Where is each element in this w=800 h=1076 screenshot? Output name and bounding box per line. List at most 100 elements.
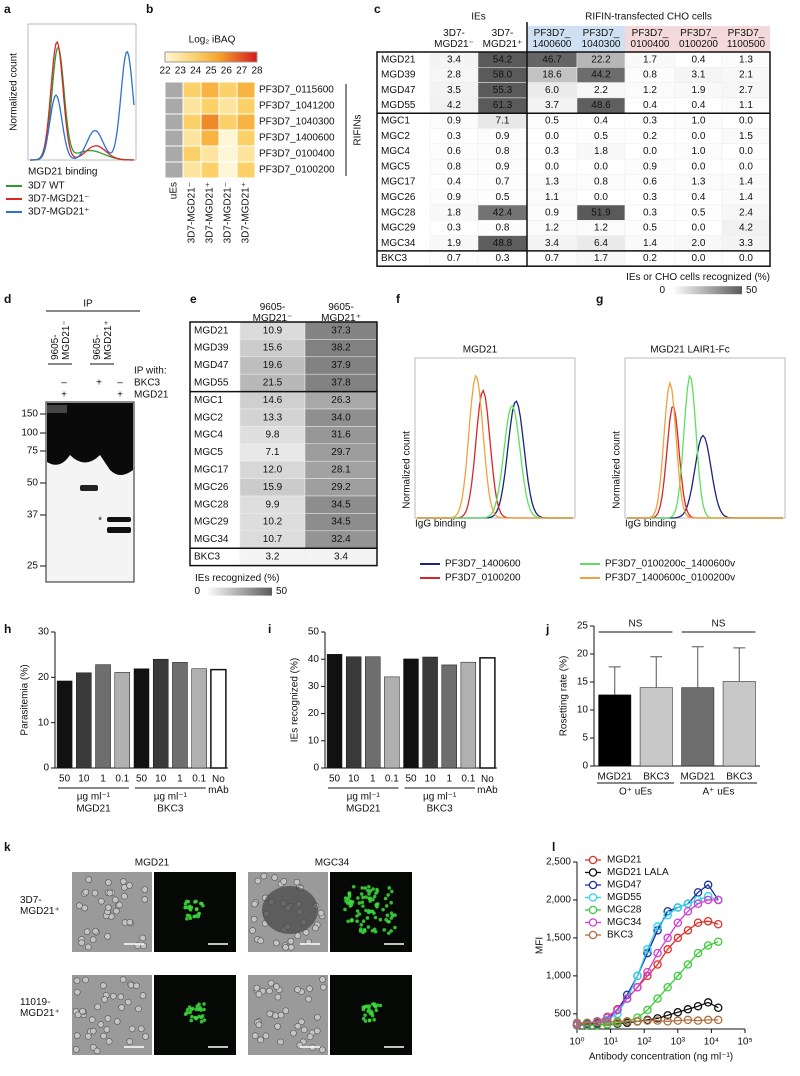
panel-label: l <box>552 840 555 854</box>
y-tick-label: 30 <box>38 627 50 638</box>
row-label: MGC2 <box>381 131 410 142</box>
error-bar <box>691 646 704 688</box>
panel-label: e <box>190 292 197 306</box>
cell <box>294 986 301 993</box>
point <box>703 916 713 926</box>
table-value: 9.9 <box>266 499 280 510</box>
plot-frame <box>414 357 576 519</box>
row-label: MGD21 <box>194 325 229 336</box>
heatmap-cell <box>164 161 184 179</box>
scale-tick-label: 50 <box>746 285 758 296</box>
point <box>683 926 693 935</box>
fluorescent-cell <box>193 914 198 918</box>
table-value: 0.0 <box>545 131 559 142</box>
cell <box>98 897 105 905</box>
y-tick-label: 500 <box>554 1008 571 1019</box>
table-value: 2.1 <box>739 70 753 81</box>
table-value: 10.2 <box>263 517 283 528</box>
table-value: 1.1 <box>545 192 559 203</box>
table-value: 48.8 <box>493 238 513 249</box>
table-value: 13.3 <box>263 412 283 423</box>
scale-title: Log₂ iBAQ <box>189 35 236 46</box>
x-tick-label: 10 <box>425 774 437 785</box>
lane-sign: + <box>96 378 102 389</box>
table-value: 1.2 <box>643 85 657 96</box>
fluorescent-cell <box>187 904 192 909</box>
row-label: MGC1 <box>194 395 223 406</box>
column-header: 3D7-MGD21⁺ <box>483 28 523 50</box>
fluorescent-cell <box>188 1010 192 1015</box>
table-value: 61.3 <box>493 100 513 111</box>
legend-label: PF3D7_1400600 <box>445 559 521 570</box>
group-label: BKC3 <box>157 804 184 815</box>
fluorescent-cell <box>356 896 360 900</box>
fluorescent-cell <box>344 899 348 903</box>
point <box>643 1005 652 1015</box>
heatmap-cell <box>200 129 220 147</box>
cell <box>273 983 280 990</box>
fluorescent-cell <box>362 1005 367 1010</box>
fluorescent-cell <box>197 911 201 916</box>
x-tick-label: 10 <box>348 774 360 785</box>
row-label: MGC17 <box>194 465 229 476</box>
cell <box>116 901 123 909</box>
plot-title: MGD21 LAIR1-Fc <box>650 345 729 356</box>
point <box>693 948 703 958</box>
point <box>663 1011 672 1020</box>
table-value: 0.0 <box>692 253 706 264</box>
table-value: 0.5 <box>496 192 510 203</box>
fluorescent-cell <box>384 904 389 908</box>
fluorescent-cell <box>187 914 192 918</box>
row-label: MGD55 <box>194 378 229 389</box>
fluorescent-cell <box>350 917 354 922</box>
heatmap-cell <box>182 81 202 99</box>
x-axis-label: IgG binding <box>415 519 466 530</box>
header-cell <box>577 26 625 52</box>
fluorescent-cell <box>364 895 368 899</box>
point <box>693 918 703 927</box>
row-label: MGC2 <box>194 412 223 423</box>
table-value: 0.5 <box>594 131 608 142</box>
bar <box>326 654 343 769</box>
cell <box>320 983 327 991</box>
row-label: MGD47 <box>381 85 416 96</box>
table-value: 0.8 <box>496 223 510 234</box>
row-label: MGC34 <box>194 534 229 545</box>
fluorescent-cell <box>343 907 347 912</box>
x-tick-label: BKC3 <box>726 772 753 783</box>
x-tick-label: 0.1 <box>461 774 475 785</box>
cell <box>306 1033 314 1041</box>
fluorescent-cell <box>202 1018 207 1022</box>
cell <box>84 1033 92 1040</box>
table-value: 1.2 <box>545 223 559 234</box>
cell <box>274 993 282 1001</box>
table-value: 0.7 <box>496 177 510 188</box>
point <box>693 899 703 909</box>
point <box>643 1016 652 1025</box>
table-value: 15.9 <box>263 482 283 493</box>
cell <box>266 1010 274 1018</box>
fluorescent-cell <box>367 884 371 889</box>
fluorescent-cell <box>372 1017 376 1022</box>
table-value: 1.1 <box>739 100 753 111</box>
heatmap-cell <box>182 97 202 115</box>
point <box>663 1017 672 1026</box>
table-value: 2.0 <box>692 238 706 249</box>
cell <box>72 1046 80 1053</box>
fluorescent-cell <box>360 886 364 890</box>
x-tick-label: 50 <box>136 774 148 785</box>
bar <box>191 668 207 769</box>
fluorescent-cell <box>202 1002 206 1006</box>
heatmap-cell <box>236 129 256 147</box>
cell <box>300 1026 308 1034</box>
group-header: RIFIN-transfected CHO cells <box>585 12 712 23</box>
row-label: MGC26 <box>194 482 229 493</box>
fluorescent-cell <box>378 917 383 922</box>
fluorescent-cell <box>382 928 387 932</box>
table-border <box>189 321 378 567</box>
fluorescent-cell <box>359 892 364 896</box>
heatmap-cell <box>164 113 184 131</box>
fluorescent-cell <box>187 1005 192 1009</box>
fluorescence-image <box>154 975 236 1055</box>
fluorescent-cell <box>363 886 368 890</box>
